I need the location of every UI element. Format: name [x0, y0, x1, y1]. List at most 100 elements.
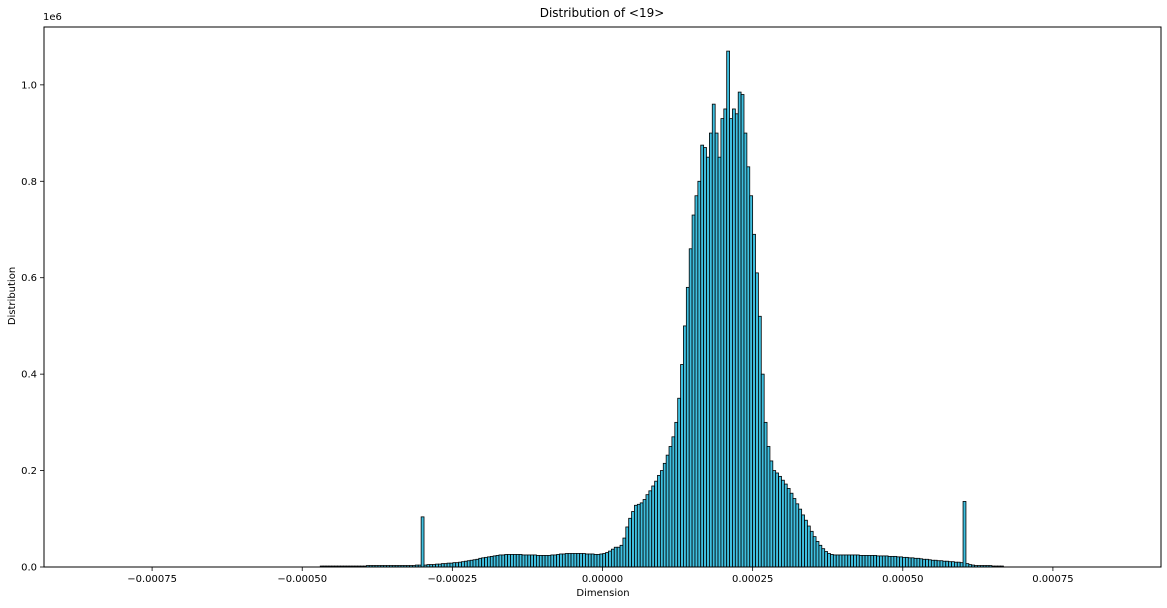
histogram-bar: [484, 556, 488, 568]
histogram-bar: [691, 214, 696, 568]
histogram-bar: [876, 555, 880, 568]
histogram-bar: [547, 555, 552, 568]
histogram-bar: [420, 516, 425, 568]
histogram-bar: [706, 156, 710, 568]
histogram-bar: [501, 554, 506, 568]
histogram-bar: [510, 554, 514, 568]
plot-frame: [43, 26, 1162, 568]
histogram-bar: [746, 166, 751, 568]
histogram-bar: [518, 554, 523, 568]
histogram-bar: [631, 511, 635, 568]
histogram-bar: [544, 555, 549, 568]
histogram-bar: [723, 108, 728, 568]
histogram-bar: [752, 233, 756, 568]
histogram-bar: [527, 554, 532, 568]
histogram-bar: [720, 118, 725, 568]
histogram-bar: [766, 446, 771, 568]
histogram-bar: [959, 562, 964, 568]
histogram-bar: [801, 514, 805, 568]
y-tick-label: 0.6: [21, 273, 37, 284]
x-tick-label: −0.00075: [127, 574, 177, 585]
histogram-bar: [769, 460, 774, 568]
histogram-bar: [743, 132, 748, 568]
histogram-bar: [697, 180, 702, 568]
histogram-bar: [856, 554, 860, 568]
y-offset-label: 1e6: [43, 12, 62, 23]
histogram-bar: [948, 561, 952, 568]
histogram-bar: [755, 272, 759, 568]
histogram-bar: [942, 560, 947, 568]
histogram-bar: [671, 436, 676, 568]
histogram-bar: [576, 553, 581, 568]
histogram-bar: [541, 555, 546, 568]
histogram-bar: [798, 508, 803, 568]
histogram-bar: [487, 556, 491, 568]
histogram-bar: [498, 554, 503, 568]
histogram-bar: [628, 517, 632, 568]
histogram-bar: [873, 555, 877, 568]
x-tick-label: −0.00025: [427, 574, 477, 585]
histogram-bar: [553, 554, 558, 568]
histogram-bar: [639, 502, 644, 568]
histogram-bar: [579, 553, 583, 568]
histogram-bar: [792, 498, 797, 568]
histogram-bar: [700, 144, 705, 568]
x-tick-label: 0.00050: [882, 574, 923, 585]
histogram-bar: [642, 499, 647, 568]
histogram-bar: [596, 554, 601, 568]
histogram-bar: [786, 488, 791, 568]
histogram-bar: [933, 559, 938, 568]
histogram-bar: [850, 554, 854, 568]
x-tick-label: 0.00025: [732, 574, 773, 585]
histogram-bar: [619, 544, 624, 568]
histogram-bar: [838, 554, 843, 568]
histogram-bar: [694, 195, 699, 568]
histogram-bar: [610, 548, 615, 568]
x-tick-label: −0.00050: [277, 574, 327, 585]
histogram-bar: [781, 479, 785, 568]
histogram-bar: [853, 554, 857, 568]
histogram-bar: [582, 553, 586, 568]
histogram-bar: [587, 553, 592, 568]
chart-title: Distribution of <19>: [540, 6, 665, 20]
histogram-bar: [881, 555, 886, 568]
histogram-bar: [815, 541, 820, 568]
histogram-bar: [789, 492, 794, 568]
histogram-bar: [461, 561, 465, 568]
histogram-bar: [521, 554, 526, 568]
histogram-bar: [489, 555, 494, 568]
histogram-bar: [821, 548, 826, 568]
histogram-bar: [827, 553, 831, 568]
histogram-bar: [844, 554, 849, 568]
histogram-bar: [662, 462, 667, 568]
histogram-bar: [902, 556, 906, 568]
histogram-bar: [905, 556, 909, 568]
histogram-bar: [659, 470, 664, 568]
histogram-bar: [538, 555, 543, 568]
histogram-bar: [729, 118, 733, 568]
histogram-bar: [674, 421, 679, 568]
histogram-bar: [492, 555, 497, 568]
histogram-bar: [481, 557, 485, 568]
histogram-bar: [835, 554, 840, 568]
histogram-bar: [622, 537, 627, 568]
histogram-bar: [807, 525, 811, 568]
histogram-bar: [956, 561, 961, 568]
histogram-bar: [602, 553, 607, 568]
histogram-bar: [530, 554, 534, 568]
histogram-bar: [954, 561, 958, 568]
histogram-bar: [832, 554, 837, 568]
histogram-bar: [472, 559, 477, 568]
histogram-bar: [512, 554, 517, 568]
histogram-bar: [763, 421, 768, 568]
histogram-bar: [550, 554, 555, 568]
histogram-bar: [887, 555, 892, 568]
histogram-bar: [847, 554, 852, 568]
histogram-bar: [884, 555, 889, 568]
histogram-bar: [818, 544, 823, 568]
histogram-bar: [939, 560, 944, 568]
histogram-bar: [680, 364, 684, 568]
histogram-bar: [858, 555, 863, 568]
histogram-bar: [928, 559, 932, 568]
histogram-bar: [962, 501, 967, 568]
